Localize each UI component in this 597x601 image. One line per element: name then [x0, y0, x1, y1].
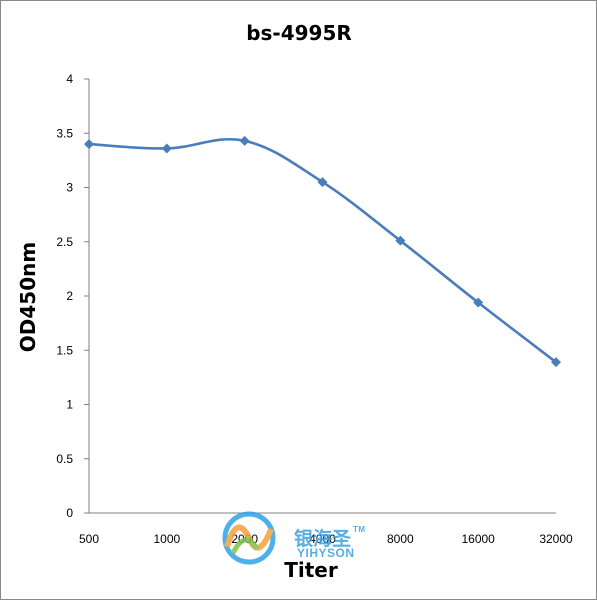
- yihyson-logo-icon: [222, 511, 276, 565]
- y-tick-label: 4: [66, 72, 73, 86]
- x-tick-label: 4000: [309, 532, 336, 546]
- x-tick-labels: 500 1000 2000 4000 8000 16000 32000: [79, 532, 573, 546]
- y-tick-labels: 0 0.5 1 1.5 2 2.5 3 3.5 4: [56, 72, 73, 520]
- y-tick-label: 3.5: [56, 126, 73, 140]
- series-line: [88, 137, 557, 364]
- x-tick-label: 32000: [539, 532, 573, 546]
- series-group: [84, 135, 561, 368]
- watermark-brand-cn: 银海圣: [294, 527, 352, 550]
- data-point-marker: [239, 135, 250, 146]
- data-point-marker: [551, 357, 561, 368]
- data-point-marker: [161, 143, 172, 154]
- x-tick-label: 16000: [461, 532, 495, 546]
- y-tick-label: 2: [66, 289, 73, 303]
- y-tick-label: 0.5: [56, 452, 73, 466]
- plot-axes: [84, 78, 556, 514]
- y-tick-label: 1: [66, 398, 73, 412]
- y-axis-title: OD450nm: [16, 242, 40, 352]
- x-tick-label: 500: [79, 532, 99, 546]
- y-tick-label: 2.5: [56, 235, 73, 249]
- watermark-brand-en: YIHYSON: [297, 546, 355, 560]
- data-point-marker: [84, 139, 94, 150]
- x-tick-label: 1000: [153, 532, 180, 546]
- data-point-marker: [395, 235, 406, 246]
- watermark-trademark: TM: [353, 525, 366, 534]
- y-tick-label: 0: [66, 506, 73, 520]
- data-point-marker: [317, 177, 328, 188]
- watermark-logo: 银海圣 TM YIHYSON: [222, 511, 366, 565]
- y-tick-label: 3: [66, 181, 73, 195]
- chart-title: bs-4995R: [246, 21, 352, 45]
- data-point-marker: [473, 297, 484, 308]
- x-axis-title: Titer: [284, 558, 338, 582]
- x-tick-label: 8000: [387, 532, 414, 546]
- y-tick-label: 1.5: [56, 343, 73, 357]
